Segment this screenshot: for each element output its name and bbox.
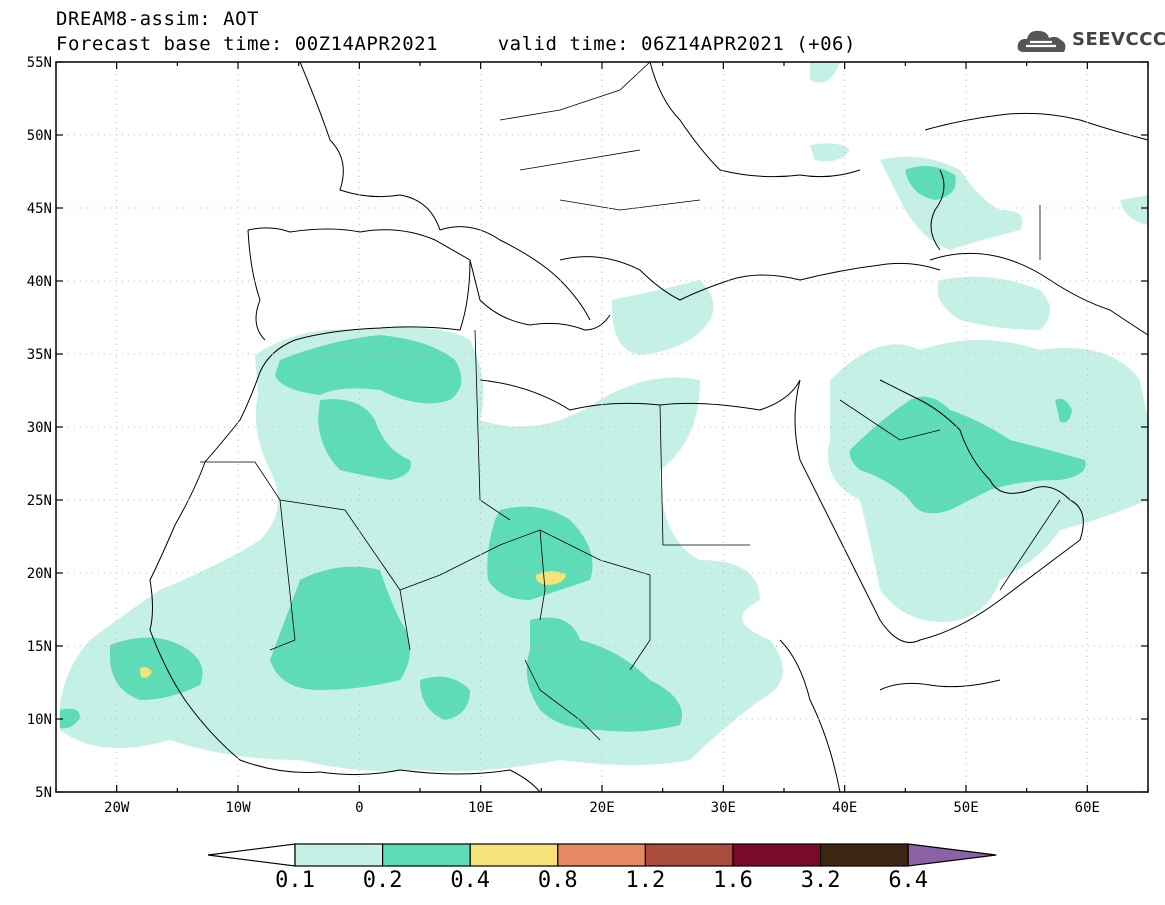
lat-tick-label: 5N — [35, 785, 52, 801]
colorbar-label: 0.2 — [362, 868, 403, 893]
axis-labels: 55N 50N 45N 40N 35N 30N 25N 20N 15N 10N 5N 20W 10W 0 1… — [27, 55, 1100, 816]
colorbar-swatch — [469, 843, 559, 867]
lon-tick-label: 20E — [589, 800, 614, 816]
colorbar-swatch — [557, 843, 646, 867]
colorbar-label: 0.1 — [275, 868, 315, 893]
map-title: DREAM8-assim: AOT — [56, 8, 259, 30]
colorbar-swatch — [294, 843, 384, 867]
lat-tick-label: 15N — [27, 639, 52, 655]
colorbar-label: 1.2 — [625, 868, 666, 893]
map-subtitle-times: Forecast base time: 00Z14APR2021 valid t… — [56, 33, 856, 55]
lat-tick-label: 30N — [27, 420, 52, 436]
lon-tick-label: 30E — [711, 800, 736, 816]
lon-tick-label: 10E — [468, 800, 493, 816]
country-borders — [200, 62, 1061, 741]
axis-ticks — [55, 61, 1149, 793]
colorbar-swatch — [732, 843, 822, 867]
lat-tick-label: 20N — [27, 566, 52, 582]
colorbar-label: 6.4 — [888, 868, 929, 893]
lat-tick-label: 55N — [27, 55, 52, 71]
coastlines — [149, 62, 1148, 792]
colorbar-label: 1.6 — [713, 868, 753, 893]
colorbar-swatch — [819, 843, 909, 867]
lat-tick-label: 25N — [27, 493, 52, 509]
colorbar-label: 0.8 — [537, 868, 578, 893]
cloud-icon — [1017, 30, 1066, 52]
logo-text: SEEVCCC — [1072, 29, 1165, 50]
lon-tick-label: 0 — [355, 800, 363, 816]
graticule — [56, 62, 1148, 792]
lon-tick-label: 40E — [832, 800, 857, 816]
colorbar-label: 0.4 — [450, 868, 491, 893]
colorbar-label: 3.2 — [800, 868, 841, 893]
colorbar-swatch — [644, 843, 734, 867]
colorbar-arrow-high — [907, 843, 997, 867]
map-frame — [55, 61, 1149, 793]
colorbar-arrow-low — [207, 843, 296, 867]
colorbar-swatch — [382, 843, 471, 867]
lat-tick-label: 35N — [27, 347, 52, 363]
seevccc-logo: SEEVCCC — [1016, 24, 1165, 58]
aot-band-0-2 — [60, 166, 1086, 732]
lat-tick-label: 40N — [27, 274, 52, 290]
aot-field — [59, 62, 1148, 792]
lon-tick-label: 20W — [104, 800, 130, 816]
lon-tick-label: 60E — [1075, 800, 1100, 816]
lon-tick-label: 50E — [953, 800, 978, 816]
lon-tick-label: 10W — [225, 800, 251, 816]
lat-tick-label: 50N — [27, 128, 52, 144]
lat-tick-label: 10N — [27, 712, 52, 728]
lat-tick-label: 45N — [27, 201, 52, 217]
colorbar — [207, 843, 997, 867]
